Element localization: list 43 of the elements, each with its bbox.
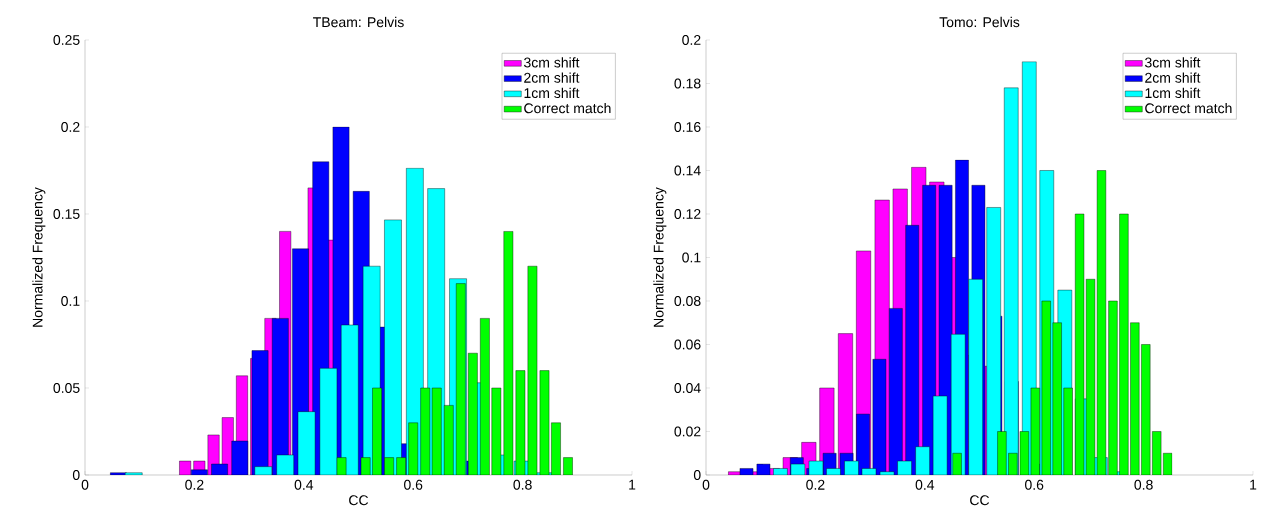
y-tick-label: 0.2 xyxy=(61,122,80,132)
x-tick-label: 0.2 xyxy=(806,479,825,490)
x-tick-label: 0.8 xyxy=(513,479,532,490)
y-tick-label: 0.1 xyxy=(61,296,80,306)
y-tick-label: 0.14 xyxy=(674,165,701,176)
x-axis-title: CC xyxy=(970,495,990,506)
y-tick-label: 0.1 xyxy=(682,252,701,263)
x-axis-title: CC xyxy=(349,495,369,506)
x-tick-label: 1 xyxy=(629,479,636,490)
x-tick-label: 0.8 xyxy=(1134,479,1153,490)
legend-label: Correct match xyxy=(524,102,611,114)
x-tick-label: 0 xyxy=(81,479,89,490)
y-tick-label: 0 xyxy=(72,470,80,480)
x-tick-label: 0.4 xyxy=(915,479,935,490)
y-tick-label: 0.15 xyxy=(53,209,80,219)
legend-label: 3cm shift xyxy=(524,57,580,68)
chart-title: Tomo: Pelvis xyxy=(939,16,1020,28)
legend-label: Correct match xyxy=(1145,102,1232,114)
chart-title: TBeam: Pelvis xyxy=(313,16,404,28)
legend-label: 2cm shift xyxy=(1145,72,1201,83)
y-tick-label: 0.12 xyxy=(674,209,701,219)
y-axis-title: Normalized Frequency xyxy=(653,187,667,327)
legend-label: 2cm shift xyxy=(524,72,580,83)
legend-label: 1cm shift xyxy=(1145,87,1201,99)
y-tick-label: 0.25 xyxy=(53,35,80,45)
x-tick-label: 0.2 xyxy=(185,479,204,490)
x-tick-label: 0.6 xyxy=(1025,479,1044,490)
y-tick-label: 0.2 xyxy=(682,35,701,45)
y-tick-label: 0 xyxy=(693,470,701,480)
x-tick-label: 0.6 xyxy=(404,479,423,490)
x-tick-label: 0.4 xyxy=(294,479,314,490)
y-axis-title: Normalized Frequency xyxy=(32,187,46,327)
x-tick-label: 1 xyxy=(1250,479,1257,490)
y-tick-label: 0.04 xyxy=(674,383,701,393)
y-tick-label: 0.16 xyxy=(674,122,701,132)
legend-label: 1cm shift xyxy=(524,87,580,99)
x-tick-label: 0 xyxy=(702,479,710,490)
y-tick-label: 0.06 xyxy=(674,339,701,350)
y-tick-label: 0.18 xyxy=(674,78,701,89)
y-tick-label: 0.02 xyxy=(674,426,701,437)
y-tick-label: 0.05 xyxy=(53,383,80,393)
legend-label: 3cm shift xyxy=(1145,57,1201,68)
y-tick-label: 0.08 xyxy=(674,296,701,306)
